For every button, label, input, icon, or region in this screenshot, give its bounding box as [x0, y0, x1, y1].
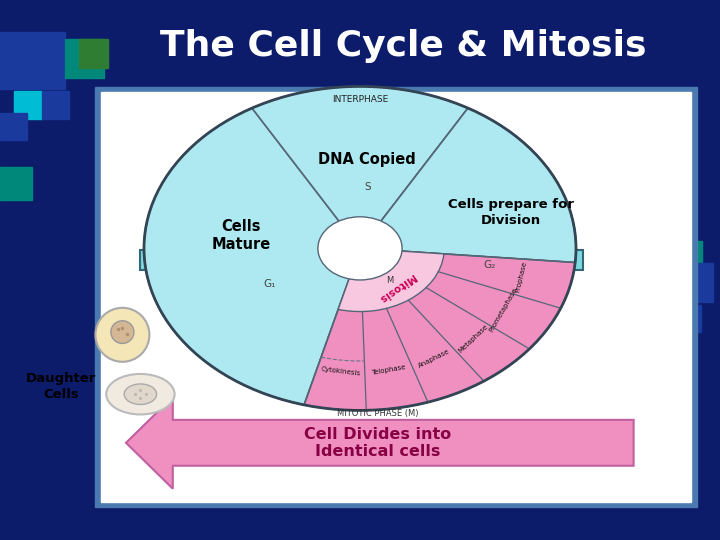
Wedge shape: [338, 248, 444, 312]
Bar: [14, 91, 42, 119]
Ellipse shape: [142, 215, 578, 287]
Text: The Cell Cycle & Mitosis: The Cell Cycle & Mitosis: [160, 29, 647, 63]
Bar: [32, 32, 65, 65]
Text: Cells
Mature: Cells Mature: [212, 219, 271, 252]
Wedge shape: [252, 86, 468, 248]
Ellipse shape: [142, 223, 578, 294]
Ellipse shape: [142, 227, 578, 298]
Text: G₁: G₁: [263, 279, 276, 289]
Bar: [95, 87, 697, 507]
Ellipse shape: [142, 221, 578, 293]
Text: Cells prepare for
Division: Cells prepare for Division: [448, 198, 575, 227]
Text: S: S: [364, 182, 371, 192]
Circle shape: [318, 217, 402, 280]
Bar: [673, 263, 713, 302]
Bar: [0, 167, 32, 200]
Text: Metaphase: Metaphase: [457, 323, 490, 354]
Polygon shape: [126, 397, 634, 489]
Text: Prometaphase: Prometaphase: [488, 287, 518, 334]
Text: Cytokinesis: Cytokinesis: [320, 366, 361, 377]
Bar: [0, 32, 32, 65]
Ellipse shape: [142, 230, 578, 294]
Text: MITOTIC PHASE (M): MITOTIC PHASE (M): [337, 409, 419, 418]
Ellipse shape: [125, 384, 157, 404]
Ellipse shape: [95, 308, 150, 362]
Bar: [673, 241, 702, 270]
Text: Cell Divides into
Identical cells: Cell Divides into Identical cells: [305, 427, 451, 459]
Text: Telophase: Telophase: [372, 364, 406, 376]
Text: INTERPHASE: INTERPHASE: [332, 96, 388, 104]
Wedge shape: [144, 108, 360, 405]
Wedge shape: [304, 248, 575, 410]
Bar: [42, 91, 69, 119]
Bar: [65, 39, 104, 78]
Bar: [79, 39, 108, 68]
Polygon shape: [558, 250, 583, 270]
Text: Prophase: Prophase: [514, 261, 527, 293]
Text: Anaphase: Anaphase: [418, 349, 451, 369]
Ellipse shape: [142, 225, 578, 296]
Text: Mitosis: Mitosis: [376, 271, 416, 303]
Ellipse shape: [142, 229, 578, 300]
Ellipse shape: [111, 321, 134, 343]
Ellipse shape: [142, 219, 578, 291]
Bar: [673, 305, 701, 332]
Bar: [0, 113, 27, 140]
Text: G₂: G₂: [483, 260, 496, 269]
Wedge shape: [360, 108, 576, 262]
Text: Daughter
Cells: Daughter Cells: [26, 372, 96, 401]
Wedge shape: [360, 108, 576, 262]
Ellipse shape: [107, 374, 175, 415]
Polygon shape: [140, 250, 162, 270]
Bar: [0, 57, 32, 89]
Text: DNA Copied: DNA Copied: [318, 152, 416, 167]
Text: M: M: [386, 275, 393, 285]
Bar: [32, 57, 65, 89]
Ellipse shape: [142, 218, 578, 289]
Bar: [101, 92, 691, 502]
